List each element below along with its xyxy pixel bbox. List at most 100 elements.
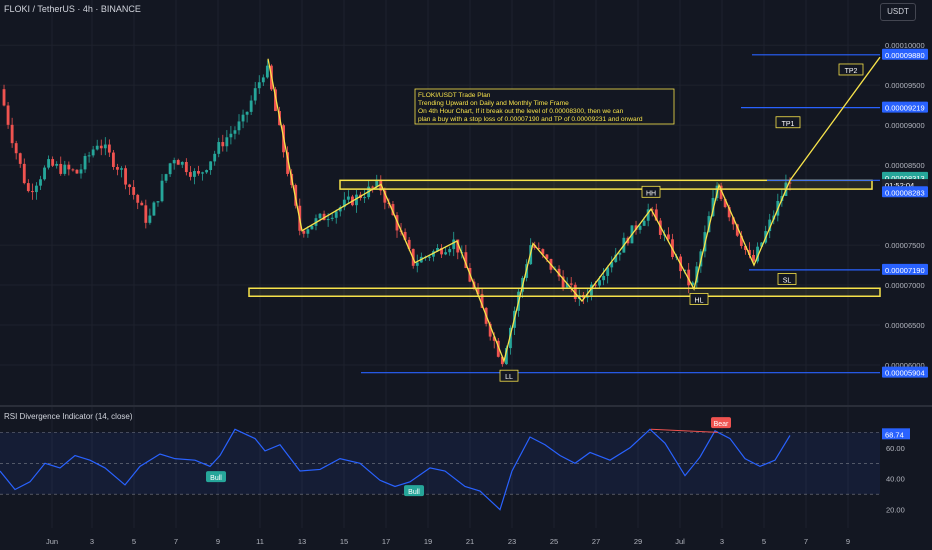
rsi-tick-label: 40.00 bbox=[886, 475, 905, 484]
candle-body bbox=[43, 167, 46, 180]
candle-body bbox=[95, 145, 99, 150]
candle-body bbox=[355, 194, 358, 206]
price-tick-label: 0.00009500 bbox=[885, 81, 925, 90]
price-tick-label: 0.00007500 bbox=[885, 241, 925, 250]
candle-body bbox=[768, 219, 772, 232]
candle-body bbox=[47, 159, 51, 168]
candle-body bbox=[128, 184, 132, 188]
candle-body bbox=[63, 164, 67, 174]
note-line: On 4th Hour Chart, If it break out the l… bbox=[418, 108, 624, 115]
candle-body bbox=[59, 163, 63, 174]
candle-body bbox=[205, 170, 209, 173]
time-tick-label: 5 bbox=[762, 537, 766, 546]
price-label-TP2: 0.00009880 bbox=[885, 51, 925, 60]
candle-body bbox=[10, 124, 14, 144]
candle-body bbox=[533, 245, 537, 248]
candle-body bbox=[707, 216, 711, 233]
candle-body bbox=[687, 269, 691, 286]
candle-body bbox=[788, 182, 792, 184]
candle-body bbox=[257, 82, 261, 89]
candle-body bbox=[87, 155, 91, 157]
candle-body bbox=[148, 215, 152, 223]
candle-body bbox=[667, 234, 670, 240]
candle-body bbox=[51, 159, 55, 166]
price-label-TP1: 0.00009219 bbox=[885, 104, 925, 113]
candle-body bbox=[99, 145, 103, 149]
time-tick-label: 11 bbox=[256, 537, 264, 546]
rsi-signal-bull: Bull bbox=[210, 475, 222, 482]
candle-body bbox=[650, 209, 654, 211]
price-label-bg bbox=[882, 48, 928, 60]
candle-body bbox=[132, 187, 136, 195]
candle-body bbox=[719, 185, 723, 200]
price-tick-label: 0.00006000 bbox=[885, 361, 925, 370]
candle-body bbox=[229, 133, 233, 138]
candle-body bbox=[590, 284, 593, 296]
candle-body bbox=[464, 252, 468, 268]
grid bbox=[0, 0, 932, 528]
candle-body bbox=[731, 217, 735, 225]
marker-box bbox=[499, 369, 519, 382]
candle-body bbox=[691, 282, 695, 286]
candle-body bbox=[492, 336, 496, 341]
zigzag-path bbox=[267, 56, 881, 364]
candle-body bbox=[120, 168, 123, 170]
candle-body bbox=[602, 275, 606, 281]
currency-button[interactable]: USDT bbox=[880, 3, 916, 21]
candle-body bbox=[545, 254, 549, 259]
candle-body bbox=[476, 287, 480, 295]
candle-body bbox=[241, 114, 245, 122]
price-tick-label: 0.00009000 bbox=[885, 121, 925, 130]
markers: HH HL LL TP1 TP2 SL bbox=[499, 63, 864, 382]
price-label-breakout: 0.00008283 bbox=[885, 188, 925, 197]
support-zone bbox=[248, 287, 881, 297]
candle-body bbox=[695, 266, 699, 283]
rsi-tick-label: 20.00 bbox=[886, 506, 905, 515]
candle-body bbox=[286, 152, 290, 174]
marker-box bbox=[689, 293, 709, 305]
candle-body bbox=[334, 211, 338, 218]
candle-body bbox=[456, 239, 460, 253]
candle-body bbox=[75, 169, 79, 174]
marker-box bbox=[777, 273, 797, 285]
candle-body bbox=[245, 111, 249, 115]
candle-body bbox=[294, 185, 298, 206]
candle-body bbox=[383, 190, 387, 203]
candle-body bbox=[654, 209, 658, 221]
candle-body bbox=[346, 196, 350, 200]
candle-body bbox=[83, 155, 87, 170]
price-tick-label: 0.00008500 bbox=[885, 161, 925, 170]
note-line: plan a buy with a stop loss of 0.0000719… bbox=[418, 116, 643, 123]
rsi-axis: 60.00 40.00 20.00 68.74 bbox=[882, 428, 910, 515]
time-tick-label: 29 bbox=[634, 537, 642, 546]
candle-body bbox=[107, 144, 111, 153]
marker-sl-label: SL bbox=[783, 277, 792, 284]
time-tick-label: 7 bbox=[174, 537, 178, 546]
candle-body bbox=[6, 105, 10, 125]
candle-body bbox=[124, 168, 127, 185]
time-tick-label: 3 bbox=[90, 537, 94, 546]
candle-body bbox=[557, 268, 561, 277]
candle-body bbox=[743, 246, 747, 250]
candle-body bbox=[302, 230, 306, 234]
candle-body bbox=[573, 284, 577, 299]
time-tick-label: 17 bbox=[382, 537, 390, 546]
candle-body bbox=[2, 89, 6, 106]
price-label-SL: 0.00007190 bbox=[885, 266, 925, 275]
candle-body bbox=[480, 294, 484, 308]
candle-body bbox=[225, 137, 229, 147]
candle-body bbox=[55, 163, 59, 166]
candle-body bbox=[136, 194, 140, 203]
candle-body bbox=[233, 130, 237, 134]
candle-body bbox=[748, 249, 751, 255]
candle-body bbox=[371, 186, 375, 188]
candle-body bbox=[71, 169, 75, 171]
rsi-signal-bg bbox=[404, 485, 424, 497]
price-tick-label: 0.00007000 bbox=[885, 281, 925, 290]
price-label-countdown: 01:52:04 bbox=[885, 181, 914, 190]
candle-body bbox=[14, 143, 18, 154]
rsi-signal-bg bbox=[206, 471, 226, 483]
candle-body bbox=[184, 161, 188, 173]
time-tick-label: 9 bbox=[846, 537, 850, 546]
